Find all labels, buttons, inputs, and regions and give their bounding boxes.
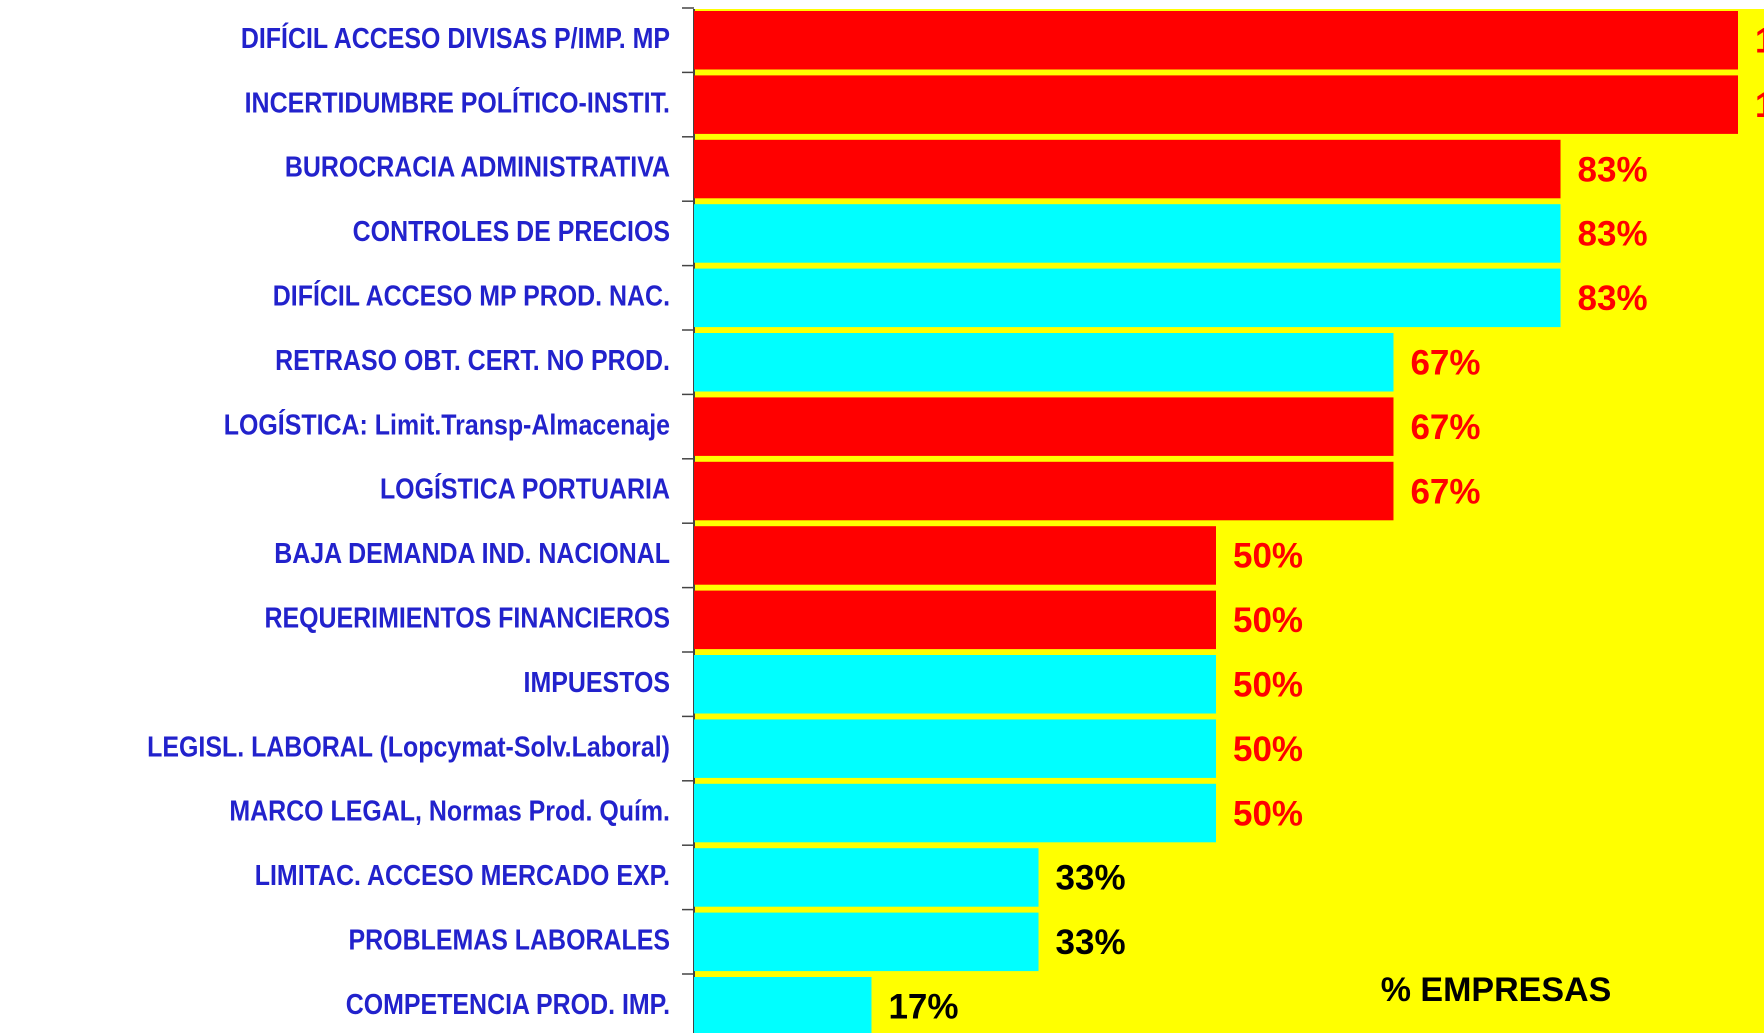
y-tick-label: LEGISL. LABORAL (Lopcymat-Solv.Laboral) (147, 731, 670, 763)
bar (694, 75, 1738, 134)
bar (694, 526, 1216, 585)
data-label: 67% (1410, 408, 1480, 447)
bar (694, 719, 1216, 778)
data-label: 33% (1056, 859, 1126, 898)
bar (694, 590, 1216, 650)
y-tick-label: PROBLEMAS LABORALES (349, 925, 670, 957)
y-tick-label: INCERTIDUMBRE POLÍTICO-INSTIT. (245, 85, 670, 119)
data-label: 17% (888, 988, 958, 1027)
bar (694, 139, 1561, 199)
bar (694, 783, 1216, 843)
bar (694, 461, 1394, 521)
data-label: 50% (1233, 730, 1303, 769)
bar (694, 397, 1394, 456)
data-label: 50% (1233, 666, 1303, 705)
data-label: 50% (1233, 537, 1303, 576)
bar (694, 655, 1216, 714)
y-tick-label: REQUERIMIENTOS FINANCIEROS (264, 603, 670, 635)
data-label: 83% (1578, 279, 1648, 318)
data-label: 33% (1056, 923, 1126, 962)
y-tick-label: LOGÍSTICA PORTUARIA (380, 472, 670, 506)
bar (694, 848, 1039, 907)
y-tick-label: LOGÍSTICA: Limit.Transp-Almacenaje (224, 407, 670, 441)
bar (694, 268, 1561, 328)
y-tick-label: DIFÍCIL ACCESO MP PROD. NAC. (273, 279, 670, 313)
data-label: 83% (1578, 150, 1648, 189)
y-tick-label: COMPETENCIA PROD. IMP. (346, 989, 670, 1021)
bar (694, 204, 1561, 263)
y-tick-label: DIFÍCIL ACCESO DIVISAS P/IMP. MP (241, 21, 670, 55)
data-label: 83% (1578, 215, 1648, 254)
annotation: % EMPRESAS (1381, 971, 1612, 1009)
y-tick-label: CONTROLES DE PRECIOS (353, 216, 670, 248)
data-label: 50% (1233, 794, 1303, 833)
bar (694, 11, 1738, 70)
y-tick-label: IMPUESTOS (524, 667, 670, 699)
data-label: 100% (1755, 22, 1764, 61)
data-label: 67% (1410, 472, 1480, 511)
data-label: 100% (1755, 86, 1764, 125)
y-tick-label: BUROCRACIA ADMINISTRATIVA (285, 152, 670, 184)
data-label: 67% (1410, 344, 1480, 383)
y-tick-label: BAJA DEMANDA IND. NACIONAL (274, 538, 670, 570)
data-label: 50% (1233, 601, 1303, 640)
y-tick-label: LIMITAC. ACCESO MERCADO EXP. (255, 860, 670, 892)
bar (694, 912, 1039, 972)
y-tick-label: MARCO LEGAL, Normas Prod. Quím. (229, 796, 670, 828)
bar (694, 977, 872, 1033)
bar (694, 333, 1394, 392)
y-tick-label: RETRASO OBT. CERT. NO PROD. (275, 345, 670, 377)
